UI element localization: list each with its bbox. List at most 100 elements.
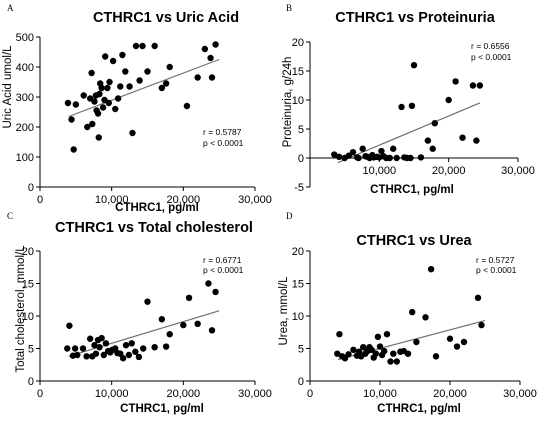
- data-point: [427, 266, 435, 273]
- plot-area: 0 100 200 300 400 500 0 10,000 20,000 30,000: [16, 32, 272, 206]
- data-point: [476, 82, 484, 89]
- data-point: [122, 342, 130, 349]
- data-point: [349, 149, 357, 156]
- data-point: [83, 353, 90, 360]
- panel-letter: A: [7, 3, 14, 13]
- data-point: [95, 134, 102, 141]
- data-point: [144, 298, 151, 305]
- data-point: [383, 331, 391, 338]
- data-point: [208, 74, 216, 81]
- data-point: [334, 350, 341, 357]
- data-point: [162, 80, 170, 87]
- x-axis-label: CTHRC1, pg/ml: [115, 202, 199, 214]
- data-point: [72, 101, 80, 108]
- data-point: [64, 345, 71, 352]
- data-point: [424, 137, 432, 144]
- data-point: [404, 350, 412, 357]
- data-point: [387, 358, 394, 365]
- data-point: [445, 96, 452, 104]
- x-tick-label: 30,000: [238, 194, 272, 206]
- x-tick-label: 20,000: [433, 388, 467, 400]
- data-point: [94, 110, 102, 117]
- y-axis-label: Urea, mmol/L: [278, 276, 290, 346]
- data-point: [79, 345, 87, 352]
- regression-line: [337, 102, 481, 164]
- y-tick-label: 0: [298, 376, 304, 388]
- data-point: [350, 346, 357, 353]
- y-tick-label: 20: [292, 37, 304, 49]
- data-point: [117, 350, 124, 357]
- data-point: [91, 342, 98, 349]
- y-axis-label: Proteinuria, g/24h: [282, 57, 294, 148]
- data-point: [374, 333, 382, 340]
- panel-b: B CTHRC1 vs Proteinuria Proteinuria, g/2…: [282, 3, 535, 196]
- data-point: [360, 344, 367, 351]
- regression-line: [68, 310, 220, 357]
- x-axis-label: CTHRC1, pg/ml: [120, 403, 204, 415]
- chart-title: CTHRC1 vs Proteinuria: [335, 10, 495, 26]
- data-point: [185, 294, 193, 301]
- data-point: [408, 102, 416, 110]
- y-tick-label: 5: [28, 344, 34, 356]
- data-point: [96, 344, 103, 351]
- data-point: [89, 120, 96, 128]
- data-point: [431, 120, 438, 127]
- data-point: [474, 294, 482, 301]
- panel-letter: D: [286, 211, 293, 221]
- x-tick-label: 20,000: [432, 165, 466, 177]
- x-tick-label: 10,000: [363, 165, 397, 177]
- panel-c: C CTHRC1 vs Total cholesterol Total chol…: [7, 211, 272, 415]
- y-tick-label: 10: [22, 311, 34, 323]
- data-point: [102, 340, 110, 347]
- data-point: [71, 345, 79, 352]
- data-point: [162, 343, 170, 350]
- data-point: [109, 57, 117, 65]
- y-tick-label: 15: [22, 279, 34, 291]
- data-point: [429, 145, 436, 152]
- y-tick-label: 20: [292, 246, 304, 258]
- y-tick-label: 200: [16, 122, 34, 134]
- data-point: [166, 331, 173, 338]
- data-point: [104, 84, 111, 92]
- data-point: [136, 77, 143, 84]
- data-point: [345, 351, 352, 358]
- y-tick-label: 5: [298, 124, 304, 136]
- plot-area: 0 5 10 15 20 0 10,000 20,000 30,000: [292, 246, 537, 400]
- data-point: [393, 358, 400, 365]
- data-point: [194, 320, 201, 327]
- regression-line: [68, 58, 220, 118]
- data-point: [140, 345, 147, 352]
- chart-title: CTHRC1 vs Urea: [356, 233, 472, 249]
- plot-area: -5 0 5 10 15 20 10,000 20,000 30,000: [292, 37, 535, 194]
- data-point: [469, 82, 477, 89]
- y-tick-label: 0: [298, 153, 304, 165]
- x-tick-label: 10,000: [363, 388, 397, 400]
- x-axis-label: CTHRC1, pg/ml: [370, 184, 454, 196]
- x-tick-label: 30,000: [238, 388, 272, 400]
- y-tick-label: 0: [28, 182, 34, 194]
- x-tick-label: 10,000: [95, 388, 129, 400]
- r-value: r = 0.5727: [476, 255, 515, 265]
- panel-a: A CTHRC1 vs Uric Acid Uric Acid umol/L C…: [2, 3, 272, 214]
- data-point: [128, 340, 135, 347]
- data-point: [432, 353, 440, 360]
- data-point: [378, 147, 385, 155]
- data-point: [66, 322, 73, 329]
- p-value: p < 0.0001: [203, 265, 244, 275]
- data-point: [119, 51, 126, 59]
- y-tick-label: 15: [292, 279, 304, 291]
- data-point: [453, 343, 461, 350]
- data-point: [64, 99, 72, 107]
- data-point: [144, 68, 151, 75]
- data-point: [393, 154, 400, 162]
- data-point: [390, 350, 397, 357]
- data-point: [180, 321, 187, 329]
- x-tick-label: 20,000: [167, 388, 201, 400]
- data-point: [112, 105, 119, 113]
- data-point: [132, 42, 140, 50]
- data-point: [201, 45, 209, 53]
- data-point: [335, 153, 343, 161]
- data-point: [368, 346, 375, 353]
- p-value: p < 0.0001: [471, 52, 512, 62]
